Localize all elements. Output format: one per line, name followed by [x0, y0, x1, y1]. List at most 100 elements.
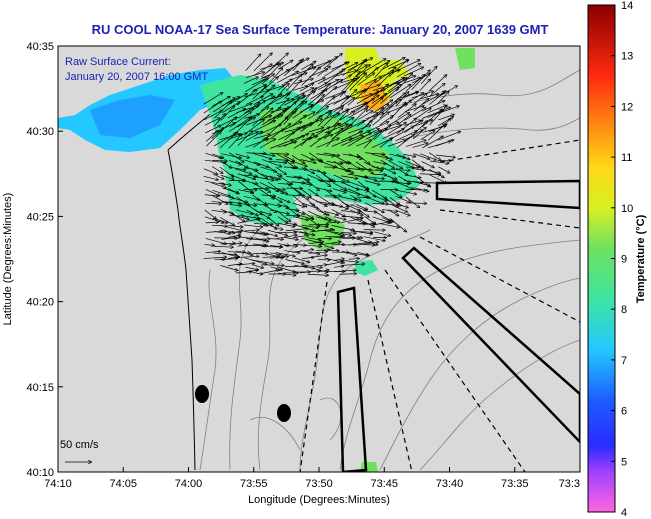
current-vector: [356, 153, 370, 164]
current-vector: [219, 132, 238, 148]
current-vector: [204, 245, 214, 246]
current-vector: [316, 153, 334, 156]
current-vector: [300, 215, 314, 220]
current-vector: [259, 231, 278, 236]
current-vector: [267, 187, 286, 190]
current-vector: [276, 98, 289, 111]
current-vector: [284, 237, 299, 239]
current-vector: [310, 90, 324, 100]
current-vector: [373, 100, 393, 114]
current-vector: [429, 83, 445, 97]
current-vector: [356, 231, 373, 232]
current-vector: [357, 120, 372, 134]
current-vector: [292, 59, 304, 72]
colorbar-tick-label: 14: [621, 0, 633, 12]
current-vector: [389, 84, 411, 99]
current-vector: [230, 196, 248, 203]
current-vector: [269, 175, 281, 179]
current-vector: [347, 57, 373, 71]
current-vector: [437, 131, 461, 141]
current-vector: [244, 257, 267, 265]
current-vector: [372, 222, 391, 226]
current-vector: [334, 125, 350, 135]
current-vector: [388, 160, 403, 168]
current-vector: [245, 180, 259, 184]
colorbar-ticks: 4 5 6 7 8 9 10 11 12 13 14: [611, 0, 633, 519]
current-vector: [212, 153, 224, 158]
current-vector: [411, 159, 424, 170]
current-vector: [331, 62, 350, 70]
map-title: RU COOL NOAA-17 Sea Surface Temperature:…: [91, 22, 549, 37]
annotation-line-1: Raw Surface Current:: [65, 56, 171, 68]
current-vector: [237, 245, 248, 246]
current-vector: [355, 187, 369, 191]
current-vector: [414, 187, 429, 192]
current-vector: [389, 180, 410, 184]
current-vector: [373, 84, 388, 98]
current-vector: [283, 111, 296, 125]
current-vector: [269, 253, 281, 255]
current-vector: [237, 130, 253, 146]
current-vector: [371, 166, 384, 170]
current-vector: [310, 255, 327, 258]
current-vector: [420, 153, 436, 161]
y-tick-label: 40:30: [26, 126, 54, 138]
current-vector: [334, 216, 346, 220]
current-vector: [356, 242, 380, 246]
current-vector: [227, 108, 246, 119]
current-vector: [211, 127, 224, 139]
current-vector: [387, 122, 406, 135]
current-vector: [283, 73, 307, 84]
y-tick-label: 40:25: [26, 211, 54, 223]
current-vector: [350, 204, 366, 210]
current-vector: [211, 96, 231, 107]
current-vector: [299, 271, 321, 274]
current-vector: [325, 92, 344, 100]
current-vector: [267, 229, 288, 235]
current-vector: [204, 180, 226, 184]
current-vector: [251, 120, 276, 133]
current-vector: [277, 216, 288, 223]
current-vector: [395, 181, 414, 190]
current-vector: [331, 244, 345, 245]
current-vector: [379, 70, 394, 85]
current-vector: [252, 272, 263, 274]
current-vector: [268, 92, 291, 106]
current-vector: [284, 60, 302, 77]
current-vector: [291, 155, 305, 163]
current-vector: [333, 231, 352, 236]
x-tick-label: 73:40: [436, 478, 464, 490]
current-vector: [355, 161, 374, 174]
y-tick-label: 40:15: [26, 382, 54, 394]
current-vector: [395, 130, 418, 142]
scale-label: 50 cm/s: [60, 439, 99, 451]
current-vector: [324, 123, 339, 140]
current-vector: [414, 120, 433, 127]
current-vector: [381, 99, 402, 113]
current-vector: [261, 77, 279, 92]
current-vector: [341, 89, 357, 105]
x-tick-label: 73:3: [559, 478, 580, 490]
current-vector: [283, 203, 300, 217]
current-vector: [413, 127, 426, 140]
current-vector: [356, 85, 381, 93]
plot-area: [58, 46, 580, 472]
current-vector: [300, 119, 323, 128]
x-tick-label: 73:55: [240, 478, 268, 490]
current-vector: [245, 54, 261, 71]
current-vector: [220, 174, 235, 180]
current-vector: [212, 160, 228, 161]
current-vector: [244, 159, 261, 165]
current-vector: [316, 216, 331, 221]
current-vector: [269, 85, 286, 91]
current-vector: [333, 96, 349, 105]
current-vector: [339, 188, 360, 195]
current-vector: [429, 105, 448, 126]
current-vector: [341, 168, 354, 173]
current-vector: [317, 135, 333, 140]
current-vector: [228, 243, 242, 246]
current-vector: [276, 160, 289, 161]
current-vector: [203, 92, 223, 105]
current-vector: [286, 182, 301, 195]
current-vector: [332, 110, 348, 128]
